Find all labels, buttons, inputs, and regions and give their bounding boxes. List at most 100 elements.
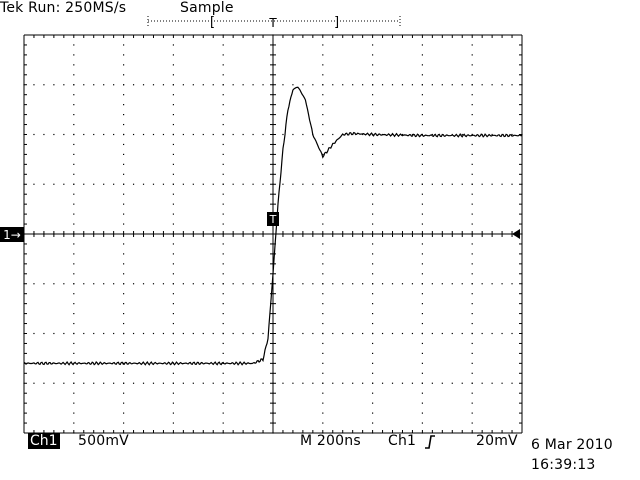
graticule-dot — [63, 382, 65, 384]
graticule-dot — [222, 253, 224, 255]
graticule-dot — [222, 303, 224, 305]
graticule-dot — [123, 133, 125, 136]
graticule-dot — [192, 133, 194, 136]
graticule-dot — [461, 183, 463, 185]
graticule-dot — [123, 243, 125, 245]
graticule-dot — [113, 332, 115, 335]
graticule-dot — [132, 382, 135, 384]
graticule-dot — [322, 422, 324, 424]
graticule-dot — [172, 372, 174, 374]
graticule-dot — [73, 114, 75, 116]
graticule-dot — [352, 183, 354, 185]
graticule-dot — [132, 133, 135, 136]
graticule-dot — [162, 133, 165, 136]
graticule-dot — [222, 213, 224, 215]
graticule-dot — [162, 283, 165, 285]
graticule-dot — [232, 283, 234, 285]
graticule-dot — [33, 332, 35, 335]
graticule-dot — [322, 54, 324, 56]
graticule-dot — [481, 332, 483, 335]
graticule-dot — [471, 123, 473, 126]
graticule-dot — [322, 44, 324, 46]
graticule-dot — [123, 203, 125, 205]
graticule-dot — [123, 64, 125, 66]
graticule-dot — [421, 253, 423, 255]
graticule-dot — [222, 193, 224, 195]
graticule-dot — [73, 183, 75, 185]
graticule-dot — [222, 133, 224, 136]
graticule-dot — [471, 223, 473, 225]
graticule-dot — [451, 84, 453, 86]
graticule-dot — [471, 163, 473, 165]
graticule-dot — [421, 382, 423, 384]
graticule-dot — [172, 94, 174, 96]
graticule-dot — [362, 84, 364, 86]
trigger-source: Ch1 — [388, 433, 417, 449]
graticule-dot — [411, 332, 414, 335]
graticule-dot — [511, 382, 513, 384]
graticule-dot — [491, 382, 493, 384]
graticule-dot — [362, 332, 364, 335]
graticule-dot — [212, 332, 214, 335]
graticule-dot — [372, 412, 374, 414]
graticule-dot — [103, 382, 105, 384]
graticule-dot — [103, 133, 105, 136]
graticule-dot — [481, 283, 483, 285]
graticule-dot — [451, 183, 453, 185]
graticule-dot — [123, 173, 125, 175]
graticule-dot — [421, 322, 423, 325]
graticule-dot — [501, 382, 503, 384]
graticule-dot — [322, 133, 324, 136]
graticule-dot — [352, 283, 354, 285]
graticule-dot — [73, 243, 75, 245]
graticule-dot — [123, 54, 125, 56]
graticule-dot — [471, 94, 473, 96]
channel-ground-label: 1→ — [3, 228, 21, 242]
graticule-dot — [322, 223, 324, 225]
graticule-dot — [421, 223, 423, 225]
graticule-dot — [252, 332, 254, 335]
graticule-dot — [182, 332, 184, 335]
graticule-dot — [123, 352, 125, 354]
graticule-dot — [123, 94, 125, 96]
graticule-dot — [252, 382, 254, 384]
graticule-dot — [372, 64, 374, 66]
graticule-dot — [123, 44, 125, 46]
graticule-dot — [322, 74, 324, 76]
graticule-dot — [332, 382, 334, 384]
graticule-dot — [103, 183, 105, 185]
graticule-dot — [302, 332, 304, 335]
graticule-dot — [123, 104, 125, 106]
graticule-dot — [431, 84, 433, 86]
graticule-dot — [53, 183, 55, 185]
graticule-dot — [152, 133, 155, 136]
graticule-dot — [372, 143, 374, 146]
graticule-dot — [172, 422, 174, 424]
graticule-dot — [172, 153, 174, 155]
graticule-dot — [362, 283, 364, 285]
graticule-dot — [142, 382, 145, 384]
graticule-dot — [372, 114, 374, 116]
graticule-dot — [421, 342, 423, 345]
graticule-dot — [372, 283, 374, 285]
graticule-dot — [73, 203, 75, 205]
graticule-dot — [172, 293, 174, 295]
graticule-dot — [322, 104, 324, 106]
graticule-dot — [471, 114, 473, 116]
graticule-dot — [282, 183, 284, 185]
graticule-dot — [93, 183, 95, 185]
graticule-dot — [282, 382, 284, 384]
graticule-dot — [391, 382, 394, 384]
graticule-dot — [93, 84, 95, 86]
graticule-dot — [372, 392, 374, 394]
graticule-dot — [222, 293, 224, 295]
graticule-dot — [73, 94, 75, 96]
graticule-dot — [471, 283, 473, 285]
graticule-dot — [372, 94, 374, 96]
graticule-dot — [342, 283, 344, 285]
graticule-dot — [73, 44, 75, 46]
graticule-dot — [123, 412, 125, 414]
graticule-dot — [471, 263, 473, 265]
graticule-dot — [471, 412, 473, 414]
graticule-dot — [421, 163, 423, 165]
